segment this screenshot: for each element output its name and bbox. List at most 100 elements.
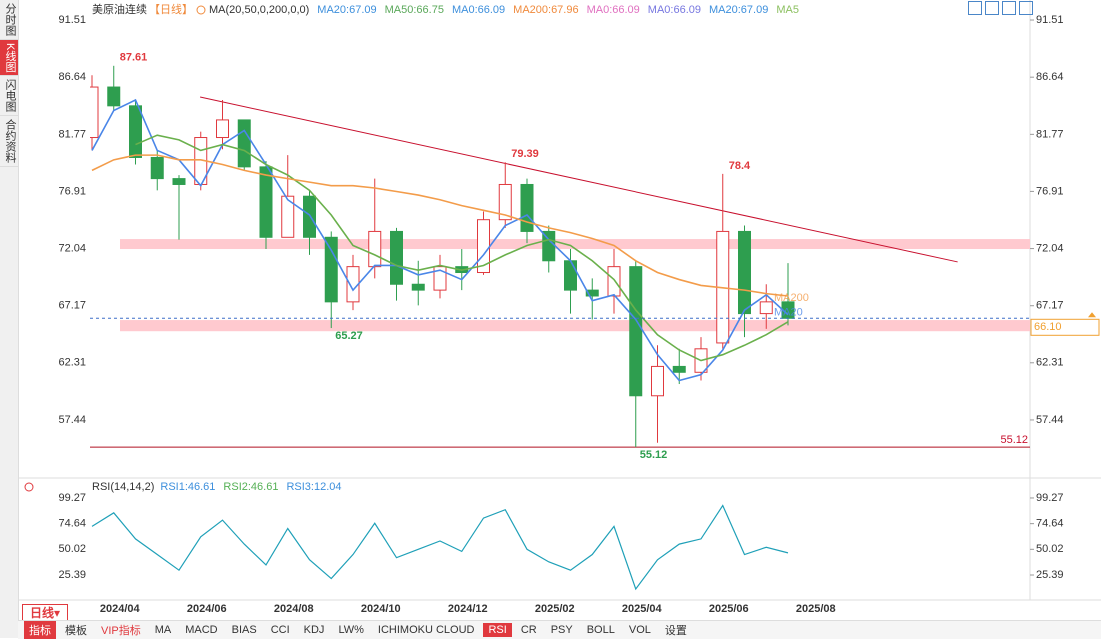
y-tick-label: 62.31 <box>1036 357 1064 369</box>
legend-entry: MA20:67.09 <box>709 4 768 16</box>
high-label: 87.61 <box>120 52 148 64</box>
indicator-tab[interactable]: 模板 <box>65 625 87 637</box>
sidebar-tab[interactable]: 合约资料 <box>0 116 18 168</box>
chart-period: 【日线】 <box>149 2 193 16</box>
price-zone <box>120 239 1030 250</box>
ma-line <box>91 98 789 382</box>
legend-entry: MA5 <box>776 4 799 16</box>
high-label: 78.4 <box>729 160 751 172</box>
rsi-y-tick-label: 25.39 <box>58 569 86 581</box>
period-select[interactable]: 日线 ▾ <box>22 604 68 621</box>
indicator-tab[interactable]: LW% <box>338 624 364 636</box>
close-tool[interactable] <box>1019 1 1033 15</box>
y-tick-label: 86.64 <box>1036 71 1064 83</box>
legend-add[interactable] <box>196 5 206 15</box>
candle-body <box>129 105 142 158</box>
x-tick-label: 2025/06 <box>709 603 749 615</box>
candle-body <box>520 183 534 232</box>
settings-icon[interactable] <box>24 482 34 492</box>
y-tick-label: 57.44 <box>58 414 86 426</box>
ma-line <box>91 154 789 297</box>
candle-body <box>585 289 599 297</box>
rsi-y-tick-label: 50.02 <box>1036 543 1064 555</box>
indicator-tab[interactable]: KDJ <box>303 624 325 636</box>
sidebar-tab[interactable]: 分时图 <box>0 0 18 40</box>
indicator-tab[interactable]: VOL <box>628 624 651 636</box>
indicator-tab[interactable]: CR <box>520 624 537 636</box>
ma-end-label: MA20 <box>774 307 803 319</box>
candle-body <box>281 195 295 238</box>
candle-body <box>433 266 447 291</box>
last-price-label: 66.10 <box>1034 321 1062 333</box>
legend-entry: MA20:67.09 <box>317 4 376 16</box>
y-tick-label: 72.04 <box>1036 242 1064 254</box>
candle-body <box>172 178 186 185</box>
y-tick-label: 81.77 <box>1036 128 1064 140</box>
candle-body <box>150 156 164 180</box>
rsi-legend-entry: RSI2:46.61 <box>223 481 278 493</box>
indicator-tab[interactable]: VIP指标 <box>101 625 141 637</box>
sidebar-tab[interactable]: K线图 <box>0 40 18 77</box>
rsi-legend-entry: RSI3:12.04 <box>286 481 341 493</box>
legend-entry: MA0:66.09 <box>587 4 640 16</box>
legend-entry: MA200:67.96 <box>513 4 578 16</box>
indicator-toolbar: 指标 模板 VIP指标 MA MACD BIAS CCI KDJ LW% ICHIMOKU CLO… <box>18 620 1101 639</box>
candle-body <box>759 301 773 315</box>
indicator-tab[interactable]: BOLL <box>586 624 615 636</box>
y-tick-label: 91.51 <box>1036 14 1064 26</box>
candle-body <box>498 183 512 221</box>
price-zone <box>120 320 1030 332</box>
indicator-tab[interactable]: MA <box>154 624 172 636</box>
indicator-tab[interactable]: 指标 <box>24 621 56 639</box>
candle-body <box>564 260 577 291</box>
last-price-arrow <box>1088 312 1096 318</box>
rsi-legend-entry: RSI1:46.61 <box>160 481 215 493</box>
indicator-tab[interactable]: PSY <box>550 624 573 636</box>
period-label: 日线 <box>29 606 54 620</box>
candle-body <box>107 86 121 107</box>
x-tick-label: 2024/08 <box>274 603 314 615</box>
candle-body <box>303 195 316 238</box>
low-label: 55.12 <box>640 449 668 461</box>
x-tick-label: 2025/04 <box>622 603 663 615</box>
x-tick-label: 2025/08 <box>796 603 836 615</box>
y-tick-label: 57.44 <box>1036 414 1064 426</box>
legend-entry: MA(20,50,0,200,0,0) <box>209 4 309 16</box>
ma-line <box>135 134 789 362</box>
rsi-y-tick-label: 25.39 <box>1036 569 1064 581</box>
legend-entry: MA0:66.09 <box>452 4 505 16</box>
y-tick-label: 67.17 <box>58 300 86 312</box>
candle-body <box>607 266 621 297</box>
legend-entry: MA50:66.75 <box>385 4 444 16</box>
y-tick-label: 62.31 <box>58 357 86 369</box>
x-tick-label: 2024/10 <box>361 603 401 615</box>
candle-body <box>672 365 686 373</box>
fullscreen-tool[interactable] <box>1002 1 1016 15</box>
indicator-tab[interactable]: ICHIMOKU CLOUD <box>377 624 475 636</box>
last-price-box <box>1030 318 1100 336</box>
legend-entry: MA0:66.09 <box>648 4 701 16</box>
rsi-line <box>91 504 789 591</box>
indicator-tab[interactable]: RSI <box>483 623 512 637</box>
candle-body <box>259 166 273 238</box>
y-tick-label: 67.17 <box>1036 300 1064 312</box>
indicator-tab[interactable]: CCI <box>270 624 290 636</box>
x-tick-label: 2024/06 <box>187 603 227 615</box>
indicator-tab[interactable]: 设置 <box>664 625 687 637</box>
x-tick-label: 2025/02 <box>535 603 575 615</box>
x-tick-label: 2024/04 <box>100 603 141 615</box>
rsi-y-tick-label: 50.02 <box>58 543 86 555</box>
indicator-tab[interactable]: BIAS <box>231 624 257 636</box>
zoom-tool[interactable] <box>985 1 999 15</box>
sidebar-tab[interactable]: 闪电图 <box>0 76 18 117</box>
y-tick-label: 81.77 <box>58 128 86 140</box>
plot-area <box>90 65 1030 448</box>
candle-body <box>738 230 751 315</box>
indicator-tab[interactable]: MACD <box>185 624 218 636</box>
candle-body <box>411 283 425 291</box>
crosshair-tool[interactable] <box>968 1 982 15</box>
chart-title: 美原油连续 <box>92 2 147 16</box>
candle-body <box>90 86 99 139</box>
chart: 美原油连续 【日线】 MA(20,50,0,200,0,0) MA20:67.09 MA… <box>18 0 1101 615</box>
y-tick-label: 76.91 <box>1036 185 1064 197</box>
